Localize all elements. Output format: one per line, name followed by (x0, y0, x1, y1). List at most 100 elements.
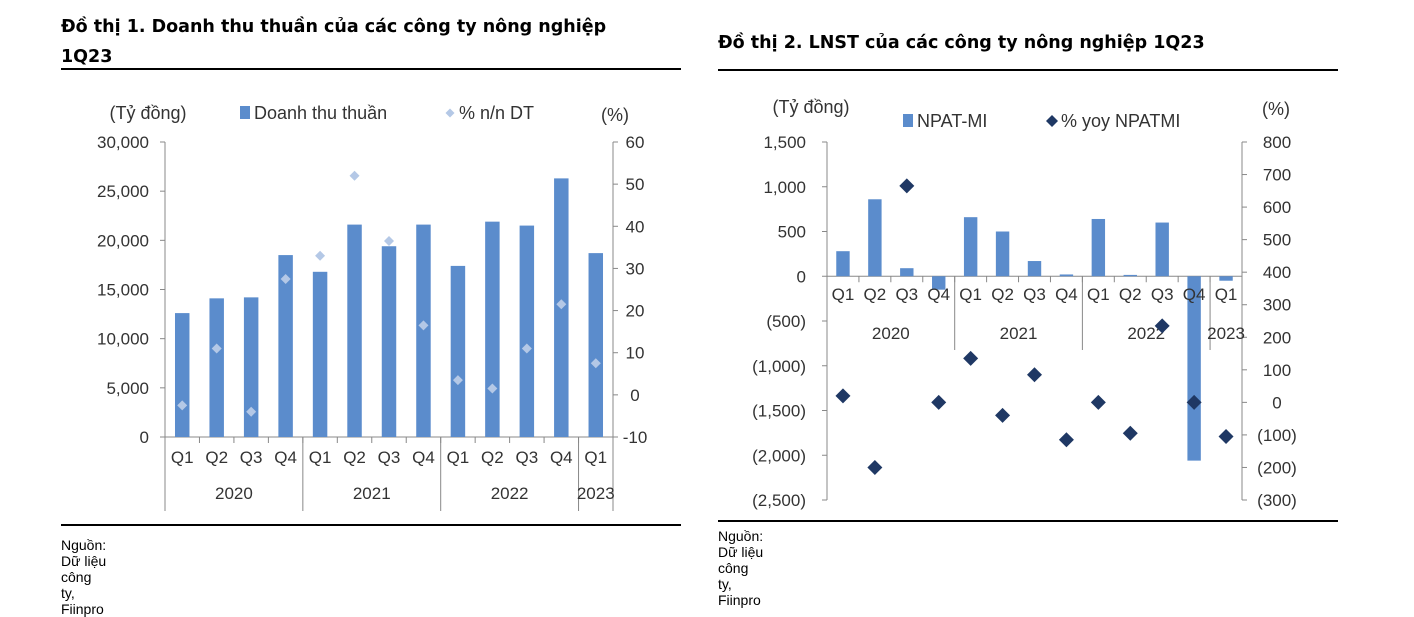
chart1-left-unit-label: (Tỷ đồng) (109, 103, 186, 123)
chart2-diamond-point (1090, 394, 1106, 410)
chart1-right-tick-label: -10 (623, 428, 648, 447)
chart1-right-tick-label: 20 (626, 302, 645, 321)
chart1-legend-diamond-swatch (445, 108, 455, 118)
chart1-plot: 0 5,000 10,000 15,000 20,000 25,000 30,000 -10 0… (97, 103, 648, 511)
chart2-left-tick-label: (500) (766, 312, 806, 331)
chart2-category-label: Q3 (1023, 285, 1046, 304)
chart2-category-label: Q1 (1215, 285, 1238, 304)
chart2-group-label: 2023 (1207, 324, 1245, 343)
chart2-category-label: Q1 (1087, 285, 1110, 304)
chart1-group-label: 2022 (491, 484, 529, 503)
chart1-category-label: Q3 (378, 448, 401, 467)
chart2-right-tick-label: (100) (1257, 426, 1297, 445)
chart1-diamond-point (211, 343, 222, 354)
chart2-bar (1219, 276, 1233, 281)
chart2-group-label: 2021 (1000, 324, 1038, 343)
chart1-category-label: Q3 (240, 448, 263, 467)
chart1-left-tick-label: 10,000 (97, 330, 149, 349)
chart2-diamond-point (1027, 367, 1042, 383)
chart2-bar (963, 217, 978, 277)
chart2-left-tick-label: 0 (797, 267, 806, 286)
chart1-right-tick-label: 10 (626, 344, 645, 363)
chart2-bar (995, 231, 1010, 277)
chart1-diamond-point (452, 375, 463, 386)
chart2-right-tick-label: 300 (1263, 296, 1291, 315)
chart1-group-label: 2023 (577, 484, 615, 503)
chart1-right-tick-label: 40 (626, 217, 645, 236)
chart2-diamond-point (899, 178, 915, 194)
chart2-right-tick-label: 500 (1263, 231, 1291, 250)
chart2-legend-label: NPAT-MI (917, 111, 987, 131)
chart1-right-unit-label: (%) (601, 105, 629, 125)
chart1-bar (485, 221, 500, 437)
chart2-source: Nguồn: Dữ liệu công ty, Fiinpro (718, 528, 764, 608)
chart1-right-tick-label: 30 (626, 259, 645, 278)
chart2-left-tick-label: (1,000) (752, 357, 806, 376)
chart2-bar (868, 199, 882, 277)
chart1-diamond-point (349, 170, 360, 181)
chart1-bottom-rule (61, 524, 681, 526)
chart1-bar (519, 225, 535, 437)
chart1-diamond-point (246, 406, 257, 417)
chart1-category-label: Q1 (171, 448, 194, 467)
chart1-diamond-point (315, 250, 326, 261)
chart1-left-tick-label: 0 (140, 428, 149, 447)
chart1-bar (243, 297, 259, 437)
chart2-diamond-point (1154, 318, 1170, 334)
chart2-group-label: 2020 (872, 324, 910, 343)
chart2-category-label: Q1 (832, 285, 855, 304)
chart2-right-tick-label: 800 (1263, 133, 1291, 152)
chart1-right-tick-label: 0 (630, 386, 639, 405)
chart1-diamond-point (590, 358, 601, 369)
chart2-category-label: Q1 (959, 285, 982, 304)
chart1-bar (381, 246, 397, 437)
chart1-left-tick-label: 20,000 (97, 231, 149, 250)
chart1-group-label: 2020 (215, 484, 253, 503)
chart2-left-tick-label: (2,000) (752, 446, 806, 465)
chart2-right-tick-label: 0 (1272, 393, 1281, 412)
chart2-left-tick-label: (2,500) (752, 491, 806, 510)
chart1-category-label: Q1 (447, 448, 470, 467)
chart2-legend-diamond-swatch (1046, 115, 1058, 127)
chart2-right-tick-label: (200) (1257, 458, 1297, 477)
chart2-category-label: Q4 (1055, 285, 1078, 304)
chart1-legend-bar-swatch (240, 106, 250, 119)
chart2-bar (1027, 261, 1042, 277)
chart2-diamond-point (1058, 432, 1074, 448)
chart2-right-tick-label: 600 (1263, 198, 1291, 217)
chart2-bottom-rule (718, 520, 1338, 522)
chart1-bar (347, 224, 362, 437)
chart2-diamond-point (835, 388, 851, 404)
chart1-category-label: Q1 (309, 448, 332, 467)
chart2-left-unit-label: (Tỷ đồng) (772, 97, 849, 117)
chart2-category-label: Q2 (1119, 285, 1142, 304)
chart1-bar (588, 253, 604, 437)
chart2-right-unit-label: (%) (1262, 99, 1290, 119)
chart1-bar (312, 271, 328, 437)
chart1-bar (416, 224, 431, 437)
chart2-bar (1123, 274, 1137, 277)
chart2-right-tick-label: 100 (1263, 361, 1291, 380)
chart2-bar (836, 251, 850, 277)
chart2-bar (1091, 218, 1106, 277)
chart1-category-label: Q4 (274, 448, 297, 467)
chart1-diamond-point (418, 320, 429, 331)
chart2-diamond-point (963, 350, 979, 366)
chart2-bar (1059, 274, 1074, 277)
chart1-left-tick-label: 25,000 (97, 182, 149, 201)
chart1-category-label: Q3 (516, 448, 539, 467)
chart2-left-tick-label: 500 (778, 223, 806, 242)
chart2-diamond-point (1218, 429, 1234, 445)
chart1-diamond-point (487, 383, 498, 394)
chart2-plot: (2,500) (2,000) (1,500) (1,000) (500) 0 500 1,0… (752, 97, 1297, 510)
chart1-diamond-point (384, 236, 394, 247)
chart1-diamond-point (521, 343, 532, 354)
chart1-category-label: Q1 (584, 448, 607, 467)
chart1-diamond-point (556, 299, 567, 310)
chart1-right-tick-label: 50 (626, 175, 645, 194)
chart1-category-label: Q2 (481, 448, 504, 467)
chart2-bar (932, 276, 946, 290)
chart1-category-label: Q2 (343, 448, 366, 467)
chart2-left-tick-label: 1,500 (763, 133, 806, 152)
chart2-bar (1187, 276, 1201, 461)
